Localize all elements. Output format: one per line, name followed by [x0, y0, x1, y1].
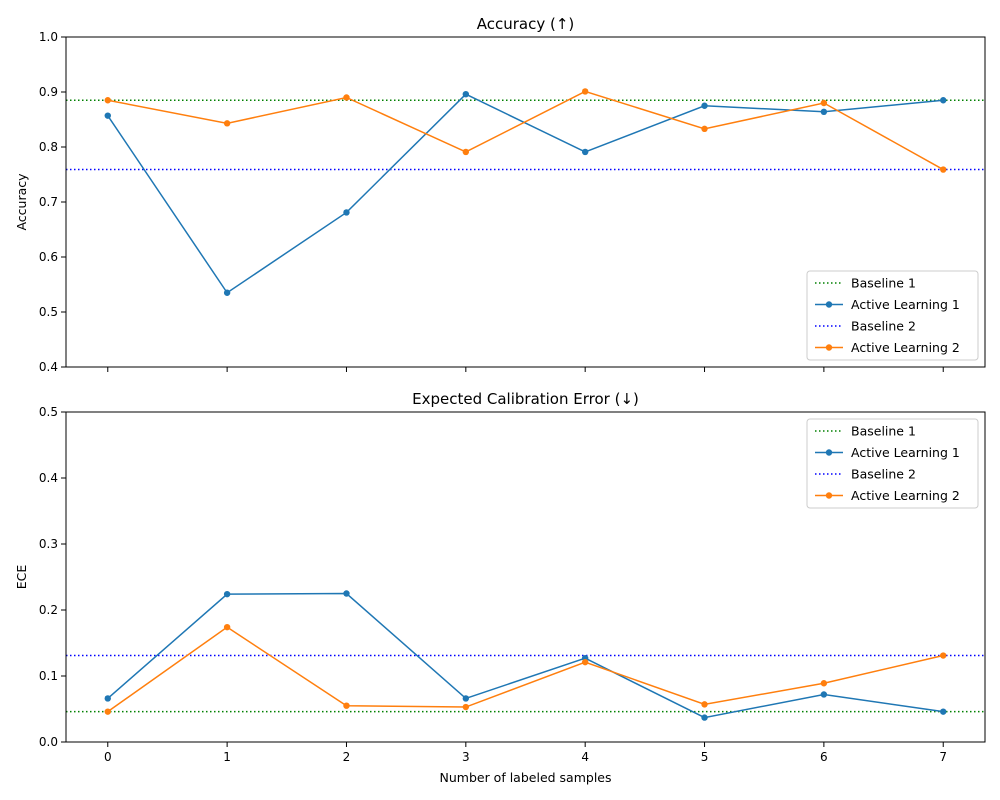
legend-label: Active Learning 2 — [851, 340, 960, 355]
active-learning-1-point — [462, 91, 470, 98]
legend-marker-active-learning-1 — [825, 449, 833, 456]
active-learning-1-point — [462, 695, 470, 702]
active-learning-2-point — [701, 125, 708, 133]
ece-chart: Expected Calibration Error (↓) ECE Number … — [14, 390, 986, 785]
active-learning-1-point — [820, 691, 828, 698]
active-learning-1-point — [223, 590, 231, 598]
y-tick-label: 0.2 — [39, 603, 58, 617]
active-learning-2-point — [462, 148, 470, 156]
legend-label: Baseline 2 — [851, 467, 916, 482]
active-learning-1-point — [343, 209, 350, 216]
active-learning-1-point — [581, 148, 589, 156]
chart-title: Expected Calibration Error (↓) — [412, 390, 639, 408]
active-learning-1-point — [104, 695, 111, 702]
y-tick-label: 0.4 — [39, 471, 58, 485]
y-axis-label: Accuracy — [14, 173, 29, 231]
active-learning-2-point — [940, 166, 947, 173]
plot-frame — [65, 411, 986, 743]
active-learning-2-point — [223, 623, 231, 631]
active-learning-1-point — [820, 108, 828, 116]
y-tick-label: 0.7 — [39, 195, 58, 209]
x-tick-label: 5 — [701, 750, 709, 764]
active-learning-2-point — [820, 680, 828, 687]
y-tick-label: 1.0 — [39, 30, 58, 44]
y-tick-label: 0.9 — [39, 85, 58, 99]
active-learning-2-point — [820, 99, 828, 107]
active-learning-1-point — [701, 102, 708, 109]
legend-label: Baseline 1 — [851, 276, 916, 291]
legend-box — [806, 418, 979, 509]
active-learning-1-point — [940, 97, 947, 104]
y-tick-label: 0.5 — [39, 305, 58, 319]
accuracy-chart: Accuracy (↑) Accuracy 0.4 0.5 0.6 0.7 0.8 0.9 1.… — [14, 15, 986, 374]
active-learning-2-point — [343, 94, 350, 101]
legend-label: Baseline 1 — [851, 424, 916, 439]
x-tick-label: 6 — [820, 750, 828, 764]
legend-box — [806, 270, 979, 361]
y-tick-label: 0.4 — [39, 360, 58, 374]
active-learning-2-point — [581, 658, 589, 666]
active-learning-1-point — [223, 289, 231, 296]
x-tick-label: 7 — [939, 750, 947, 764]
active-learning-1-point — [343, 590, 350, 597]
legend-label: Active Learning 1 — [851, 297, 960, 312]
active-learning-2-line — [107, 626, 944, 713]
active-learning-1-point — [940, 708, 947, 715]
active-learning-2-line — [107, 90, 944, 171]
y-tick-label: 0.3 — [39, 537, 58, 551]
y-tick-label: 0.1 — [39, 669, 58, 683]
x-tick-label: 4 — [581, 750, 589, 764]
legend-label: Active Learning 1 — [851, 445, 960, 460]
x-tick-label: 3 — [462, 750, 470, 764]
active-learning-1-point — [701, 714, 708, 721]
active-learning-2-point — [701, 701, 708, 708]
y-tick-label: 0.0 — [39, 735, 58, 749]
active-learning-2-point — [343, 702, 350, 709]
legend-marker-active-learning-2 — [825, 344, 833, 351]
legend: Baseline 1 Active Learning 1 Baseline 2 Act… — [806, 418, 979, 509]
y-tick-label: 0.8 — [39, 140, 58, 154]
y-tick-label: 0.6 — [39, 250, 58, 264]
legend: Baseline 1 Active Learning 1 Baseline 2 Act… — [806, 270, 979, 361]
plot-frame — [65, 36, 986, 368]
active-learning-2-point — [223, 120, 231, 127]
active-learning-2-point — [462, 703, 470, 711]
active-learning-1-line — [107, 93, 944, 294]
legend-label: Active Learning 2 — [851, 488, 960, 503]
y-tick-label: 0.5 — [39, 405, 58, 419]
chart-title: Accuracy (↑) — [477, 15, 575, 33]
active-learning-1-point — [104, 112, 111, 119]
active-learning-2-point — [104, 708, 111, 715]
y-axis-label: ECE — [14, 565, 29, 590]
legend-marker-active-learning-1 — [825, 301, 833, 308]
legend-marker-active-learning-2 — [825, 492, 833, 499]
active-learning-1-line — [107, 592, 944, 719]
legend-label: Baseline 2 — [851, 319, 916, 334]
x-axis-label: Number of labeled samples — [440, 770, 612, 785]
active-learning-2-point — [940, 652, 947, 659]
active-learning-2-point — [104, 97, 111, 104]
x-tick-label: 0 — [104, 750, 112, 764]
x-tick-label: 2 — [343, 750, 351, 764]
x-tick-label: 1 — [223, 750, 231, 764]
active-learning-2-point — [581, 88, 589, 95]
